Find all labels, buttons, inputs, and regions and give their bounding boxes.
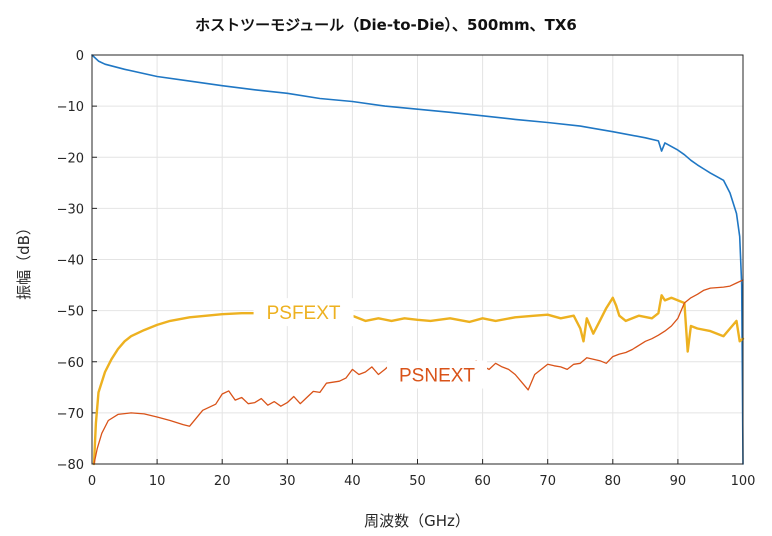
y-tick-label: 0 bbox=[76, 49, 84, 64]
y-tick-label: −70 bbox=[57, 407, 84, 422]
chart-title: ホストツーモジュール（Die-to-Die）、500mm、TX6 bbox=[195, 16, 577, 34]
annotations: PSFEXT PSNEXT bbox=[253, 298, 488, 389]
x-tick-label: 90 bbox=[670, 474, 687, 489]
y-tick-label: −10 bbox=[57, 100, 84, 115]
annotation-background bbox=[253, 298, 354, 327]
y-tick-label: −20 bbox=[57, 151, 84, 166]
y-tick-label: −30 bbox=[57, 202, 84, 217]
x-tick-labels: 0 10 20 30 40 50 60 70 80 90 100 bbox=[88, 474, 756, 489]
annotation-background bbox=[387, 360, 488, 389]
grid bbox=[91, 54, 744, 465]
x-tick-label: 80 bbox=[605, 474, 622, 489]
y-tick-label: −60 bbox=[57, 356, 84, 371]
x-tick-label: 100 bbox=[731, 474, 756, 489]
x-tick-label: 40 bbox=[344, 474, 361, 489]
x-tick-label: 30 bbox=[279, 474, 296, 489]
y-tick-labels: 0 −10 −20 −30 −40 −50 −60 −70 −80 bbox=[57, 49, 84, 473]
plot-frame bbox=[91, 54, 744, 465]
x-axis-label: 周波数（GHz） bbox=[364, 512, 470, 530]
series-line-il bbox=[91, 54, 744, 465]
annotation-psnext: PSNEXT bbox=[399, 366, 475, 387]
x-tick-label: 70 bbox=[539, 474, 556, 489]
y-tick-label: −80 bbox=[57, 458, 84, 473]
y-tick-label: −50 bbox=[57, 305, 84, 320]
x-tick-label: 50 bbox=[409, 474, 426, 489]
x-tick-label: 20 bbox=[214, 474, 231, 489]
x-tick-label: 10 bbox=[149, 474, 166, 489]
x-tick-label: 0 bbox=[88, 474, 96, 489]
y-axis-label: 振幅（dB） bbox=[15, 220, 33, 300]
x-tick-label: 60 bbox=[474, 474, 491, 489]
annotation-psfext: PSFEXT bbox=[267, 303, 341, 324]
series-line-psfext bbox=[92, 294, 745, 466]
y-tick-label: −40 bbox=[57, 254, 84, 269]
